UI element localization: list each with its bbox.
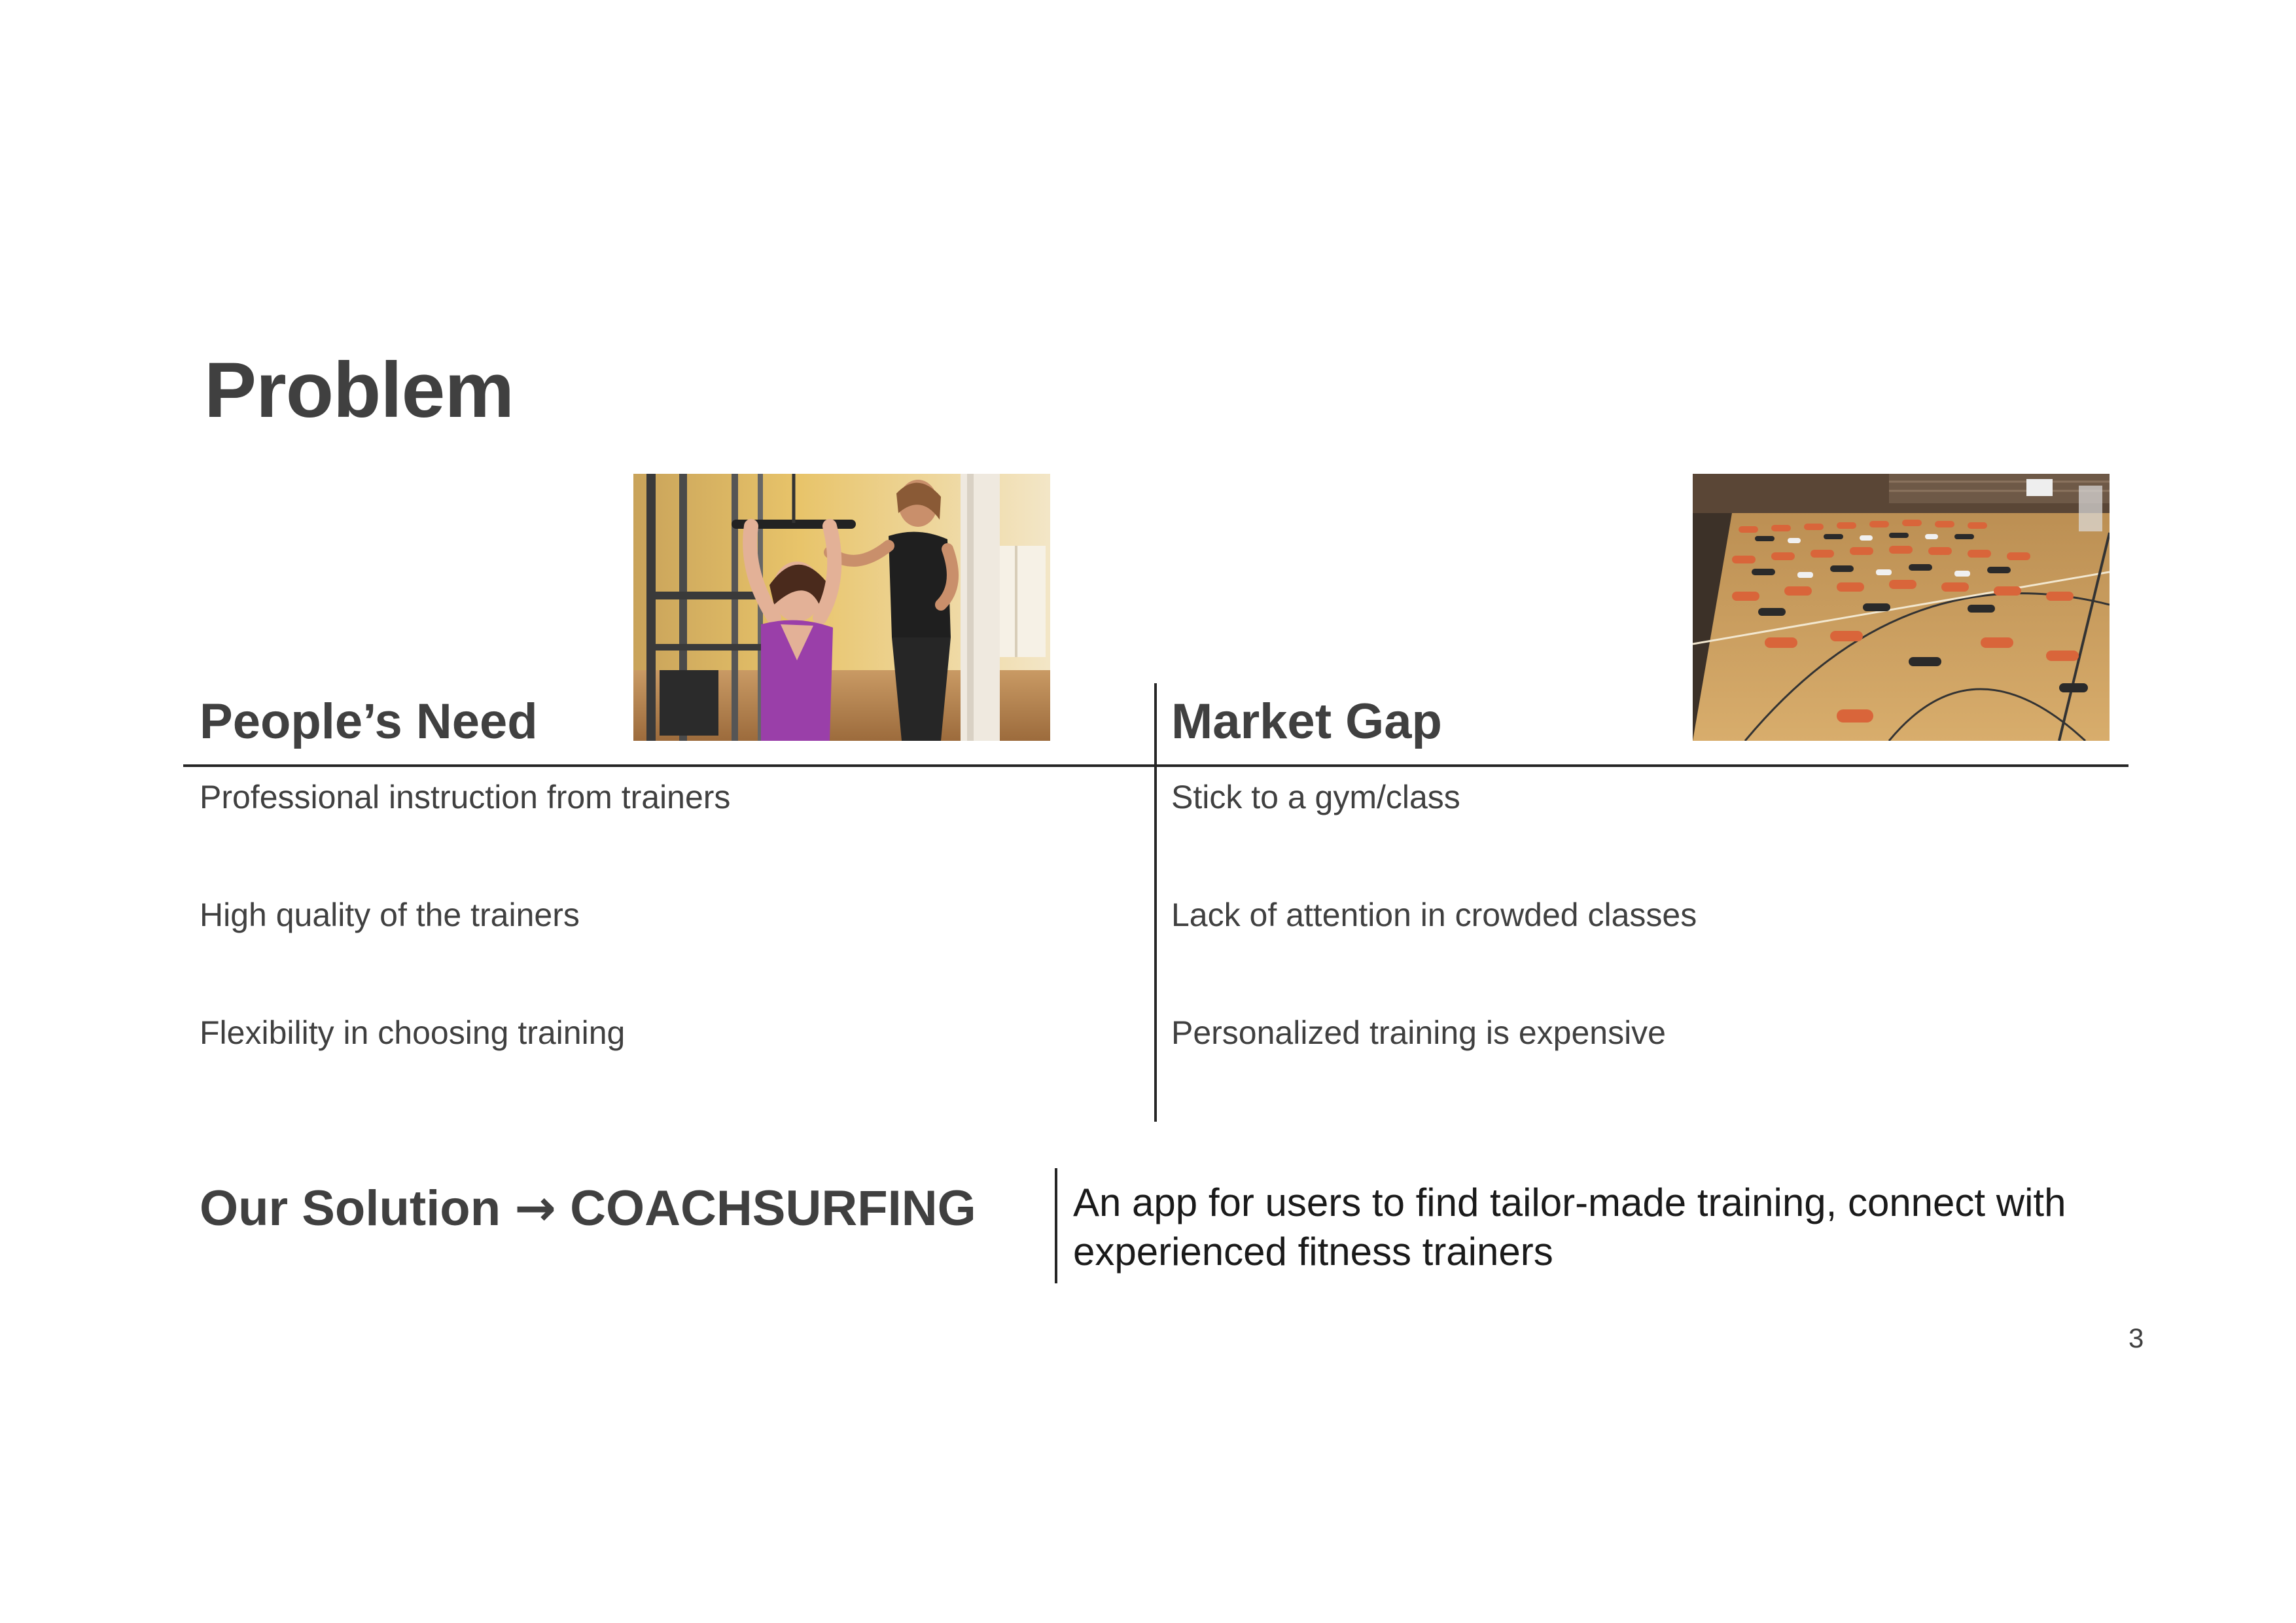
column-divider [1154, 683, 1157, 1122]
peoples-need-item: Flexibility in choosing training [200, 1014, 626, 1051]
arrow-right-icon: → [514, 1179, 556, 1237]
peoples-need-item: Professional instruction from trainers [200, 779, 731, 815]
market-gap-item: Lack of attention in crowded classes [1171, 897, 1697, 933]
solution-divider [1055, 1168, 1057, 1283]
peoples-need-heading: People’s Need [200, 694, 538, 749]
personal-trainer-photo [633, 474, 1050, 741]
market-gap-heading: Market Gap [1171, 694, 1442, 749]
solution-product-name: COACHSURFING [570, 1181, 976, 1236]
solution-lead: Our Solution [200, 1181, 501, 1236]
peoples-need-item: High quality of the trainers [200, 897, 580, 933]
market-gap-item: Stick to a gym/class [1171, 779, 1460, 815]
solution-description: An app for users to find tailor-made tra… [1073, 1181, 2066, 1274]
slide-title: Problem [204, 346, 514, 434]
page-number: 3 [2128, 1323, 2144, 1353]
solution-heading: Our Solution → COACHSURFING [200, 1183, 976, 1234]
crowded-gym-class-photo [1693, 474, 2110, 741]
market-gap-item: Personalized training is expensive [1171, 1014, 1666, 1051]
